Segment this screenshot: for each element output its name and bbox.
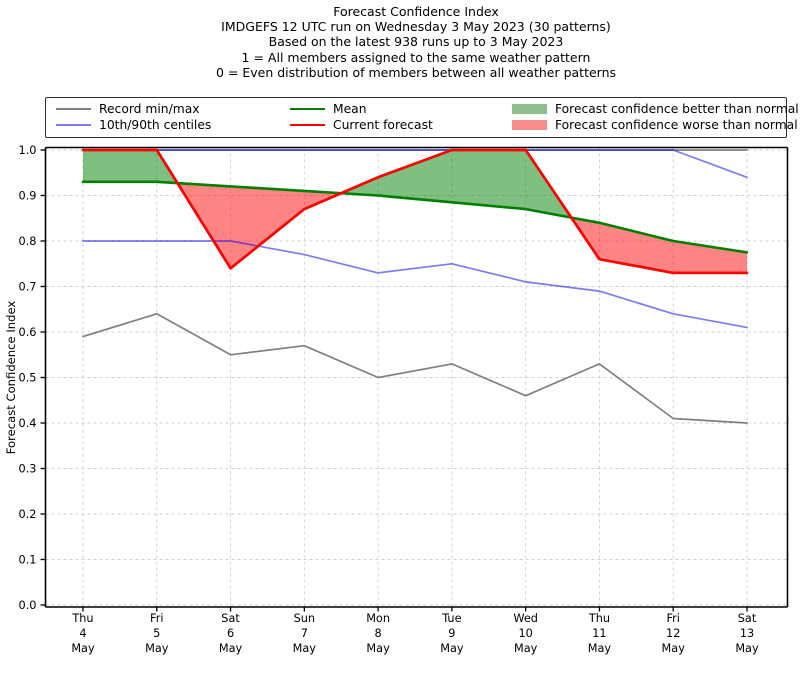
- legend-column-lines-1: Record min/max 10th/90th centiles: [56, 101, 211, 133]
- legend-item-current-forecast: Current forecast: [290, 117, 433, 133]
- mean-line-swatch: [290, 107, 325, 111]
- chart-note-one: 1 = All members assigned to the same wea…: [241, 49, 591, 65]
- series-mean: [81, 180, 749, 254]
- legend-label: Forecast confidence worse than normal: [555, 118, 798, 132]
- y-axis-title: Forecast Confidence Index: [4, 301, 18, 455]
- legend-item-mean: Mean: [290, 101, 433, 117]
- x-tick-label: Tue 9 May: [440, 612, 464, 655]
- y-tick-label: 0.8: [19, 235, 37, 248]
- y-tick-label: 0.6: [19, 326, 37, 339]
- legend-label: Mean: [333, 102, 367, 116]
- y-tick-label: 0.1: [19, 554, 37, 567]
- gridlines: [45, 147, 788, 607]
- x-tick-label: Sat 6 May: [219, 612, 243, 655]
- y-tick-label: 0.4: [19, 417, 37, 430]
- chart-title-block: Forecast Confidence Index IMDGEFS 12 UTC…: [45, 4, 787, 80]
- chart-title: Forecast Confidence Index: [333, 4, 499, 19]
- centiles-line-swatch: [56, 123, 91, 127]
- record-minmax-line-swatch: [56, 107, 91, 111]
- chart-subtitle-run: IMDGEFS 12 UTC run on Wednesday 3 May 20…: [221, 19, 611, 35]
- legend-item-centiles: 10th/90th centiles: [56, 117, 211, 133]
- axes-spines: [44, 146, 789, 608]
- legend: Record min/max 10th/90th centiles Mean C…: [45, 97, 799, 138]
- y-tick-label: 0.7: [19, 281, 37, 294]
- y-tick-label: 1.0: [19, 144, 37, 157]
- legend-label: Forecast confidence better than normal: [555, 102, 799, 116]
- y-tick-label: 0.2: [19, 508, 37, 521]
- legend-item-better-than-normal: Forecast confidence better than normal: [512, 101, 799, 117]
- chart-subtitle-basis: Based on the latest 938 runs up to 3 May…: [268, 34, 564, 50]
- current-forecast-line-swatch: [290, 123, 325, 127]
- series-current-forecast: [81, 148, 749, 275]
- y-tick-label: 0.3: [19, 463, 37, 476]
- confidence-fills: [83, 150, 747, 273]
- x-tick-label: Fri 5 May: [145, 612, 169, 655]
- legend-column-lines-2: Mean Current forecast: [290, 101, 433, 133]
- y-tick-label: 0.5: [19, 372, 37, 385]
- chart-note-zero: 0 = Even distribution of members between…: [215, 64, 617, 80]
- legend-item-worse-than-normal: Forecast confidence worse than normal: [512, 117, 799, 133]
- x-tick-label: Sat 13 May: [735, 612, 759, 655]
- legend-item-record-minmax: Record min/max: [56, 101, 211, 117]
- series-lines: [81, 148, 749, 424]
- x-tick-label: Fri 12 May: [662, 612, 686, 655]
- legend-column-patches: Forecast confidence better than normal F…: [512, 101, 799, 133]
- y-tick-label: 0.9: [19, 190, 37, 203]
- x-tick-label: Thu 11 May: [588, 612, 612, 655]
- x-tick-label: Thu 4 May: [71, 612, 95, 655]
- x-tick-label: Wed 10 May: [513, 612, 538, 655]
- better-than-normal-patch-swatch: [512, 104, 547, 114]
- x-tick-label: Sun 7 May: [293, 612, 317, 655]
- legend-label: 10th/90th centiles: [99, 118, 212, 132]
- x-tick-label: Mon 8 May: [366, 612, 390, 655]
- series-centile-10: [82, 240, 748, 329]
- series-centile-90: [82, 149, 748, 179]
- y-tick-label: 0.0: [19, 599, 37, 612]
- legend-label: Current forecast: [333, 118, 433, 132]
- legend-label: Record min/max: [99, 102, 200, 116]
- series-record-min: [82, 312, 748, 424]
- worse-than-normal-patch-swatch: [512, 120, 547, 130]
- tick-marks: [40, 149, 748, 612]
